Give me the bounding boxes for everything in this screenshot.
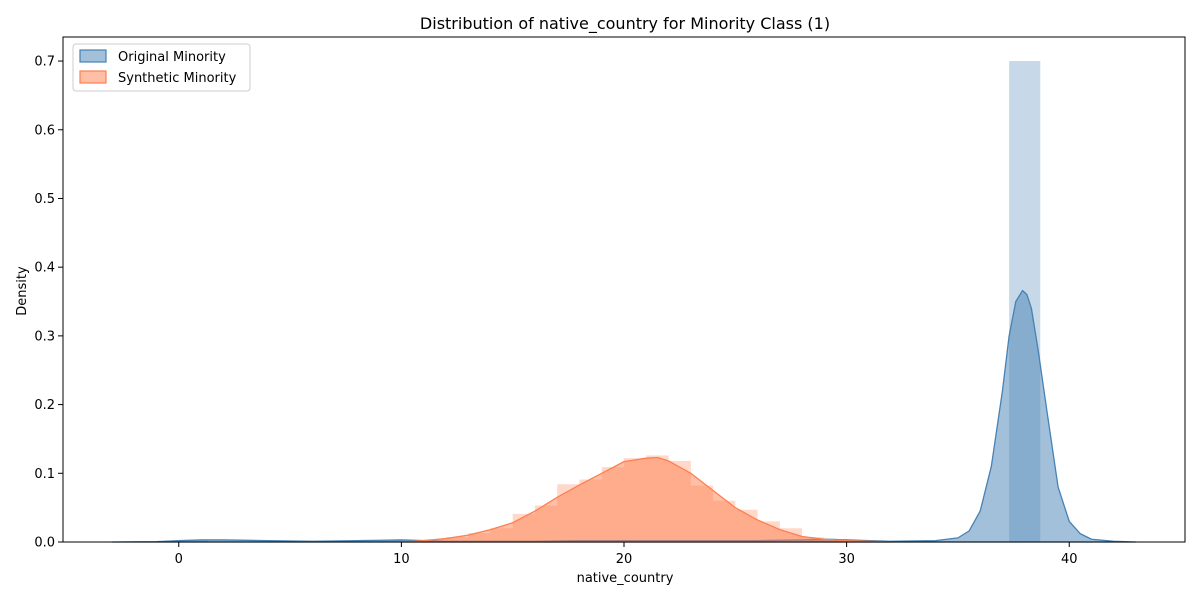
- legend-label-original: Original Minority: [118, 50, 226, 65]
- legend-swatch-synthetic: [79, 70, 107, 84]
- kde-area-original: [111, 289, 1137, 543]
- y-tick-label-0.2: 0.2: [34, 398, 55, 413]
- legend-frame: [72, 43, 251, 92]
- plot-area: [111, 61, 1137, 543]
- kde-area-synthetic: [400, 456, 892, 543]
- x-tick-label-30: 30: [838, 552, 855, 567]
- y-tick-label-0.4: 0.4: [34, 261, 55, 276]
- y-tick-label-0.3: 0.3: [34, 329, 55, 344]
- y-tick-label-0.1: 0.1: [34, 467, 55, 482]
- y-tick-label-0.7: 0.7: [34, 55, 55, 70]
- x-axis-label: native_country: [577, 571, 674, 586]
- y-axis-label: Density: [15, 266, 30, 316]
- legend: Original Minority Synthetic Minority: [72, 43, 251, 92]
- chart-title: Distribution of native_country for Minor…: [420, 14, 830, 34]
- x-tick-label-40: 40: [1061, 552, 1078, 567]
- axes: 0 10 20 30 40 0.0 0.1 0.2 0.3 0.4 0.5 0.6 0.7: [34, 36, 1186, 567]
- y-tick-label-0.0: 0.0: [34, 536, 55, 551]
- y-tick-label-0.6: 0.6: [34, 123, 55, 138]
- x-tick-label-0: 0: [175, 552, 183, 567]
- y-tick-label-0.5: 0.5: [34, 192, 55, 207]
- x-tick-label-10: 10: [393, 552, 410, 567]
- legend-label-synthetic: Synthetic Minority: [118, 71, 237, 86]
- x-tick-label-20: 20: [616, 552, 633, 567]
- legend-swatch-original: [79, 49, 107, 63]
